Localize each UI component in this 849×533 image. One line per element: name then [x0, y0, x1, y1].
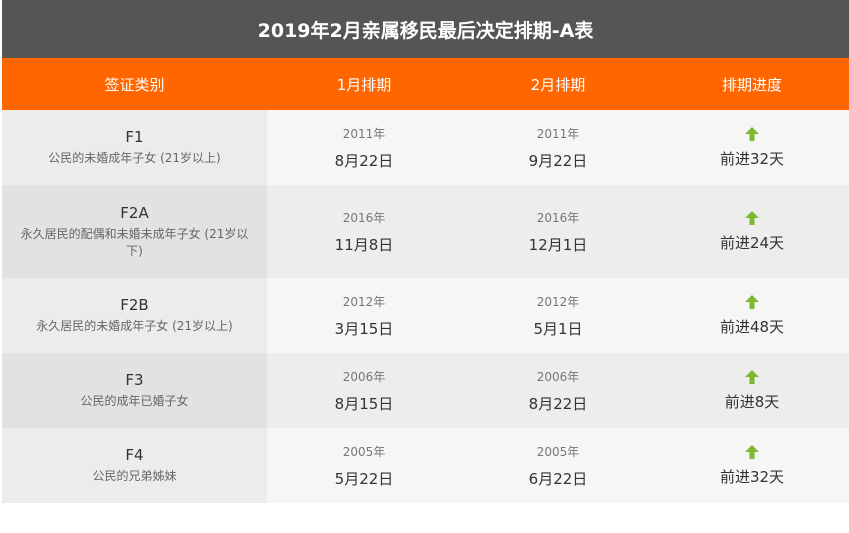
- feb-cell: 2005年 6月22日: [461, 428, 655, 503]
- progress-cell: 前进8天: [655, 353, 849, 428]
- category-desc: 公民的兄弟姊妹: [92, 469, 177, 483]
- feb-cell: 2006年 8月22日: [461, 353, 655, 428]
- table-row: F4 公民的兄弟姊妹 2005年 5月22日 2005年 6月22日 前进32天: [2, 428, 849, 503]
- feb-year: 2006年: [536, 369, 580, 384]
- progress-text: 前进24天: [719, 234, 785, 252]
- category-desc: 永久居民的未婚成年子女 (21岁以上): [36, 319, 233, 333]
- feb-cell: 2012年 5月1日: [461, 278, 655, 353]
- category-code: F2A: [120, 203, 149, 222]
- arrow-up-icon: [745, 127, 759, 141]
- arrow-up-icon: [745, 211, 759, 225]
- header-category: 签证类别: [104, 75, 165, 94]
- progress-cell: 前进32天: [655, 428, 849, 503]
- table-row: F1 公民的未婚成年子女 (21岁以上) 2011年 8月22日 2011年 9…: [2, 110, 849, 185]
- feb-date: 9月22日: [528, 151, 588, 170]
- progress-cell: 前进24天: [655, 185, 849, 278]
- jan-year: 2005年: [342, 444, 386, 459]
- progress-cell: 前进32天: [655, 110, 849, 185]
- category-desc: 公民的未婚成年子女 (21岁以上): [48, 151, 221, 165]
- category-code: F2B: [120, 296, 149, 314]
- jan-date: 11月8日: [334, 235, 394, 254]
- feb-year: 2005年: [536, 444, 580, 459]
- jan-cell: 2012年 3月15日: [267, 278, 461, 353]
- feb-date: 6月22日: [528, 469, 588, 488]
- jan-cell: 2011年 8月22日: [267, 110, 461, 185]
- category-desc: 公民的成年已婚子女: [80, 394, 189, 408]
- arrow-up-icon: [745, 370, 759, 384]
- jan-date: 5月22日: [334, 469, 394, 488]
- jan-year: 2011年: [342, 126, 386, 141]
- feb-year: 2016年: [536, 210, 580, 225]
- feb-year: 2012年: [536, 294, 580, 309]
- category-code: F1: [125, 128, 144, 146]
- table-title: 2019年2月亲属移民最后决定排期-A表: [2, 0, 849, 58]
- header-feb: 2月排期: [530, 75, 586, 94]
- feb-date: 8月22日: [528, 394, 588, 413]
- jan-date: 8月15日: [334, 394, 394, 413]
- feb-cell: 2011年 9月22日: [461, 110, 655, 185]
- category-cell: F2A 永久居民的配偶和未婚未成年子女 (21岁以下): [2, 185, 267, 278]
- header-jan: 1月排期: [336, 75, 392, 94]
- category-cell: F4 公民的兄弟姊妹: [2, 428, 267, 503]
- feb-date: 5月1日: [533, 319, 583, 338]
- category-cell: F1 公民的未婚成年子女 (21岁以上): [2, 110, 267, 185]
- feb-cell: 2016年 12月1日: [461, 185, 655, 278]
- jan-date: 8月22日: [334, 151, 394, 170]
- jan-year: 2012年: [342, 294, 386, 309]
- category-desc: 永久居民的配偶和未婚未成年子女 (21岁以下): [20, 226, 249, 258]
- category-cell: F2B 永久居民的未婚成年子女 (21岁以上): [2, 278, 267, 353]
- jan-cell: 2016年 11月8日: [267, 185, 461, 278]
- arrow-up-icon: [745, 295, 759, 309]
- table-row: F3 公民的成年已婚子女 2006年 8月15日 2006年 8月22日 前进8…: [2, 353, 849, 428]
- table-header: 签证类别 1月排期 2月排期 排期进度: [2, 58, 849, 110]
- header-progress: 排期进度: [721, 75, 782, 94]
- progress-text: 前进8天: [724, 393, 780, 411]
- table-row: F2A 永久居民的配偶和未婚未成年子女 (21岁以下) 2016年 11月8日 …: [2, 185, 849, 278]
- feb-date: 12月1日: [528, 235, 588, 254]
- table-row: F2B 永久居民的未婚成年子女 (21岁以上) 2012年 3月15日 2012…: [2, 278, 849, 353]
- progress-text: 前进32天: [719, 150, 785, 168]
- jan-year: 2006年: [342, 369, 386, 384]
- feb-year: 2011年: [536, 126, 580, 141]
- progress-text: 前进32天: [719, 468, 785, 486]
- category-code: F4: [125, 446, 144, 464]
- category-code: F3: [125, 371, 144, 389]
- category-cell: F3 公民的成年已婚子女: [2, 353, 267, 428]
- jan-year: 2016年: [342, 210, 386, 225]
- visa-bulletin-table: 2019年2月亲属移民最后决定排期-A表 签证类别 1月排期 2月排期 排期进度…: [2, 0, 849, 503]
- jan-cell: 2006年 8月15日: [267, 353, 461, 428]
- progress-cell: 前进48天: [655, 278, 849, 353]
- arrow-up-icon: [745, 445, 759, 459]
- jan-date: 3月15日: [334, 319, 394, 338]
- jan-cell: 2005年 5月22日: [267, 428, 461, 503]
- progress-text: 前进48天: [719, 318, 785, 336]
